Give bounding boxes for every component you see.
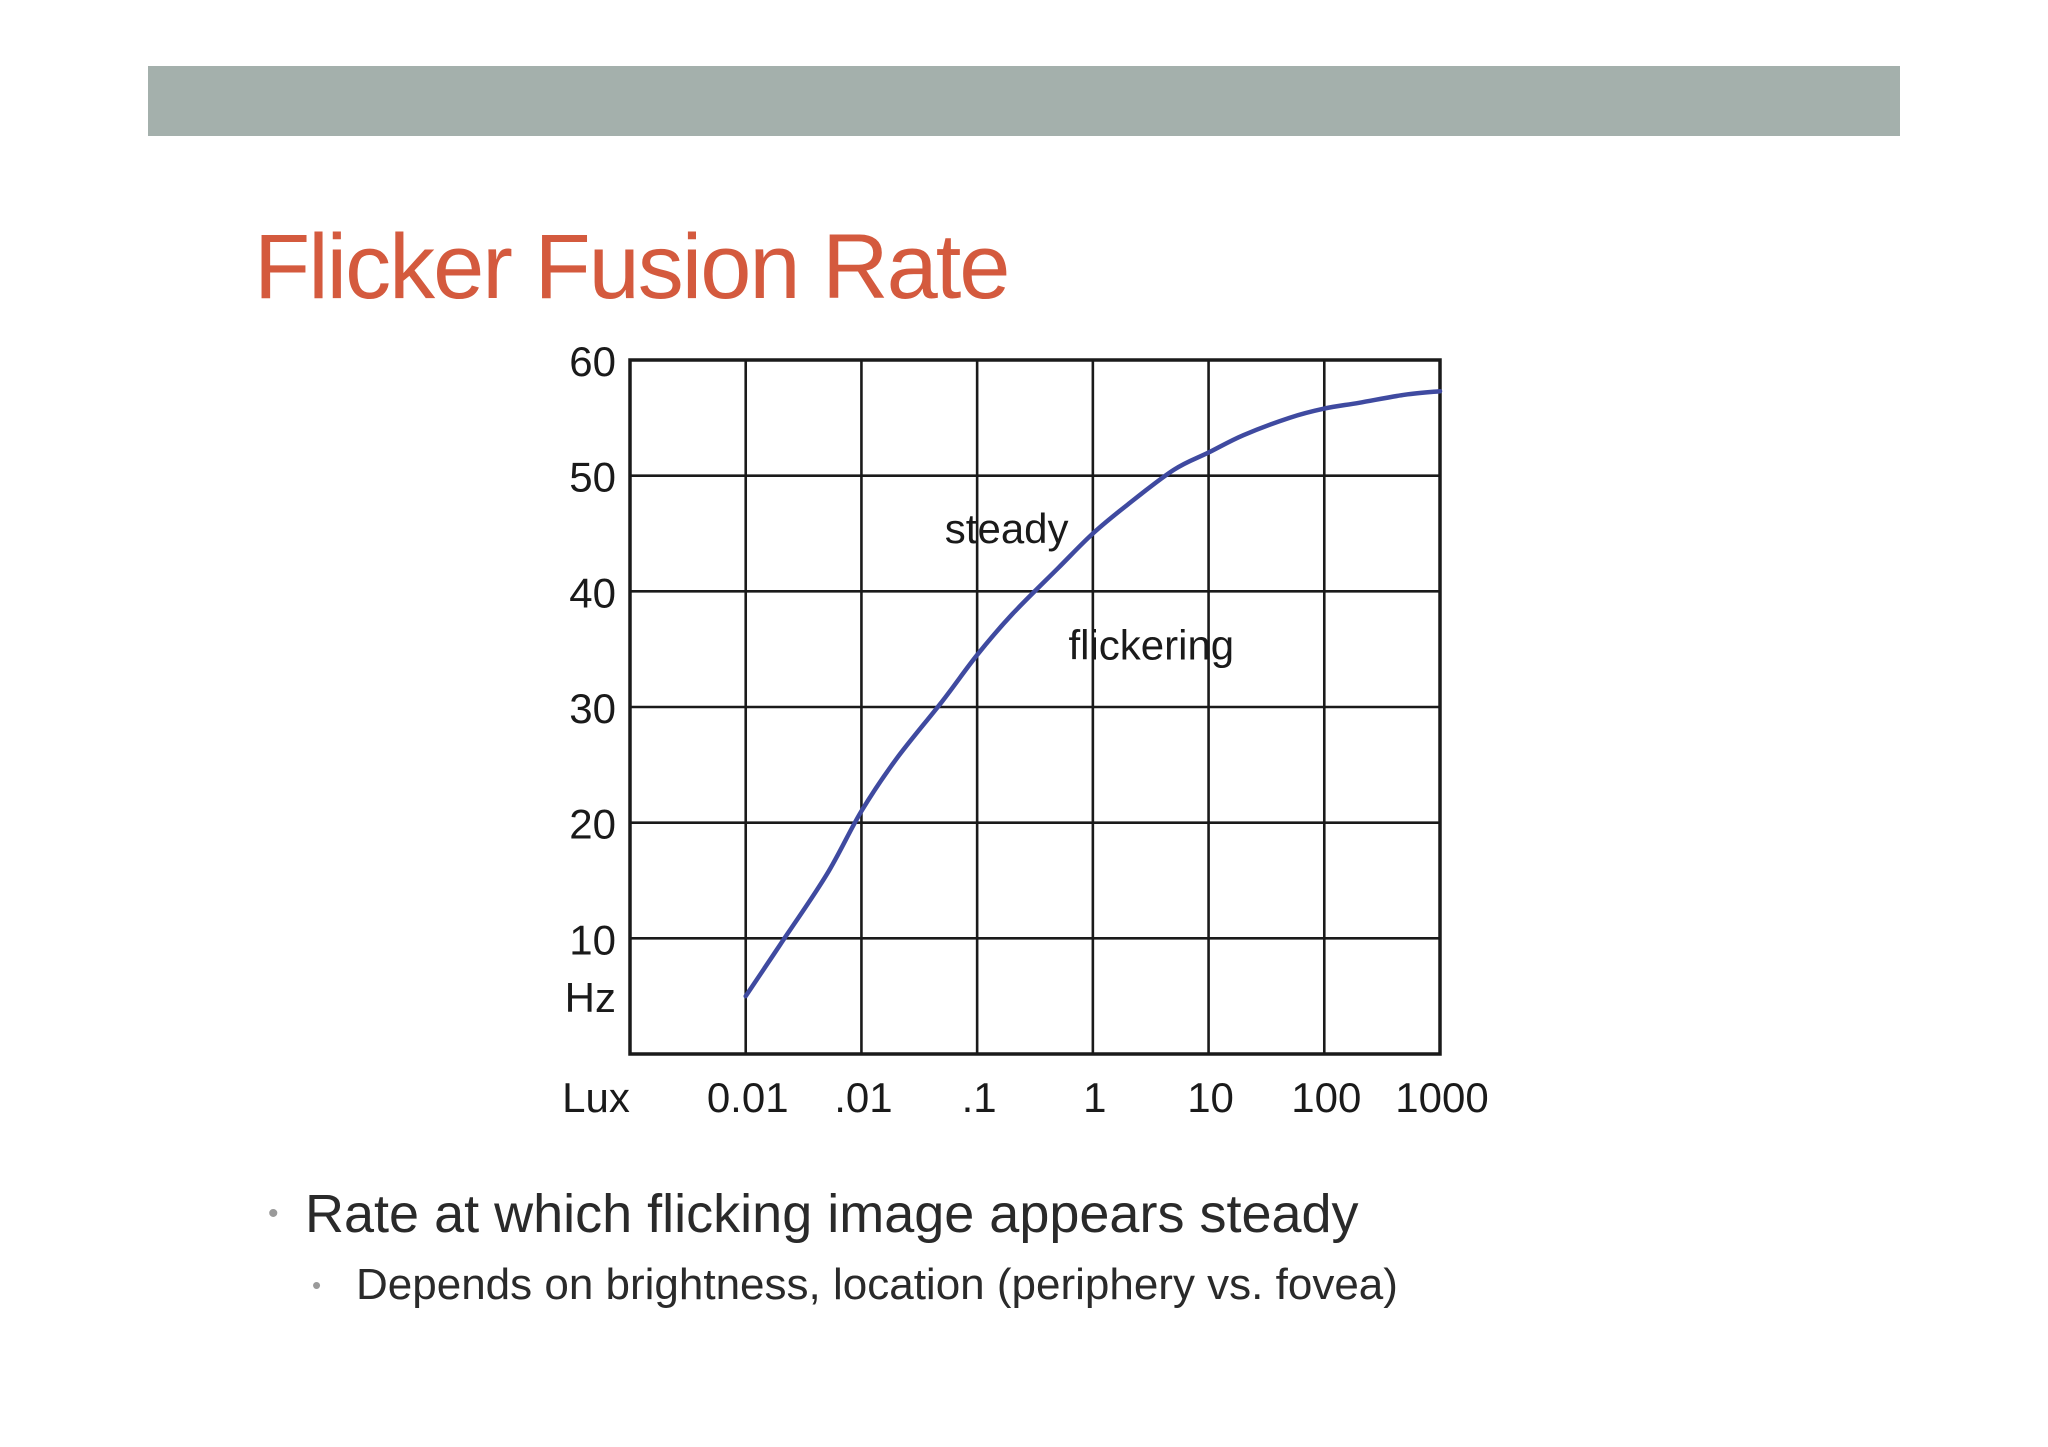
bullet-text: Rate at which flicking image appears ste… [305, 1184, 1359, 1244]
slide-title: Flicker Fusion Rate [254, 216, 1010, 318]
header-bar [148, 66, 1900, 136]
x-tick-label: 100 [1291, 1074, 1361, 1121]
curve-line [743, 388, 1443, 999]
y-unit-label: Hz [565, 974, 616, 1021]
bullet-dot: • [312, 1270, 322, 1300]
annotation-flickering: flickering [1068, 622, 1234, 669]
bullet-item: • Rate at which flicking image appears s… [268, 1178, 1398, 1250]
flicker-fusion-chart: 10 20 30 40 50 60 Hz Lux 0.01 .01 .1 1 10 100 1000 stea… [562, 340, 1489, 1121]
annotation-steady: steady [945, 505, 1069, 552]
plot-frame [628, 358, 1442, 1056]
x-tick-label: 1 [1083, 1074, 1106, 1121]
x-tick-label: 1000 [1395, 1074, 1488, 1121]
y-tick-label: 60 [569, 340, 616, 385]
y-tick-label: 40 [569, 569, 616, 616]
y-tick-label: 20 [569, 801, 616, 848]
sub-bullet-text: Depends on brightness, location (periphe… [356, 1260, 1398, 1309]
x-tick-label: 10 [1187, 1074, 1234, 1121]
y-tick-label: 10 [569, 916, 616, 963]
x-tick-label: .1 [962, 1074, 997, 1121]
x-tick-label: 0.01 [707, 1074, 789, 1121]
x-axis-label: Lux [562, 1074, 630, 1121]
y-tick-label: 30 [569, 685, 616, 732]
bullet-list: • Rate at which flicking image appears s… [268, 1178, 1398, 1316]
y-tick-label: 50 [569, 454, 616, 501]
x-tick-label: .01 [834, 1074, 892, 1121]
bullet-dot: • [268, 1197, 279, 1230]
sub-bullet-item: • Depends on brightness, location (perip… [306, 1254, 1398, 1316]
